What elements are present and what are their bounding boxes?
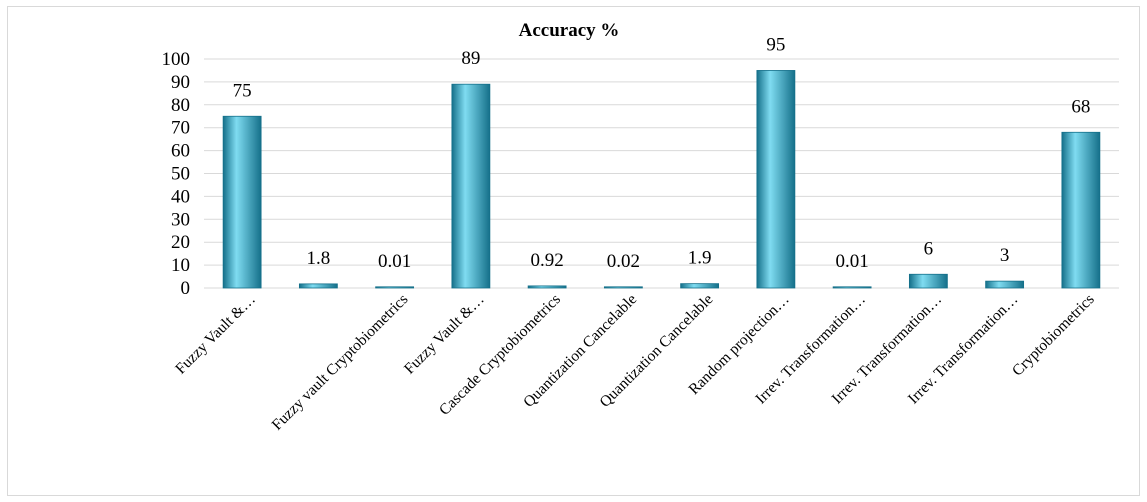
y-tick-label-20: 20 — [171, 232, 190, 253]
data-label-8: 95 — [766, 34, 785, 55]
bar-2 — [298, 283, 338, 289]
bar-4 — [451, 83, 491, 289]
bar-5 — [527, 285, 567, 289]
x-tick-label-12: Cryptobiometrics — [1009, 291, 1098, 380]
y-tick-label-50: 50 — [171, 164, 190, 185]
bar-9 — [832, 286, 872, 289]
bars — [222, 70, 1101, 289]
bar-12 — [1061, 131, 1101, 289]
y-tick-label-70: 70 — [171, 118, 190, 139]
data-label-10: 6 — [924, 238, 934, 259]
x-axis-tick-labels: Fuzzy Vault &… Fuzzy vault Cryptobiometri… — [172, 291, 1097, 434]
bar-7 — [680, 283, 720, 289]
bar-11 — [985, 280, 1025, 289]
data-label-3: 0.01 — [378, 251, 411, 272]
y-tick-label-90: 90 — [171, 72, 190, 93]
chart-title: Accuracy % — [519, 20, 620, 41]
chart-frame: 0 10 20 30 40 50 60 70 80 90 100 Fuzzy Vault &… Fuz… — [7, 6, 1140, 496]
bar-1 — [222, 115, 262, 289]
x-tick-label-3: Fuzzy vault Cryptobiometrics — [269, 291, 412, 434]
data-label-1: 75 — [233, 80, 252, 101]
bar-8 — [756, 70, 796, 289]
data-label-12: 68 — [1071, 96, 1090, 117]
data-label-6: 0.02 — [607, 251, 640, 272]
gridlines — [204, 58, 1119, 289]
data-label-5: 0.92 — [531, 250, 564, 271]
y-tick-label-100: 100 — [162, 49, 191, 70]
y-tick-label-80: 80 — [171, 95, 190, 116]
y-tick-label-10: 10 — [171, 255, 190, 276]
data-label-2: 1.8 — [307, 248, 331, 269]
data-label-7: 1.9 — [688, 248, 712, 269]
bar-3 — [375, 286, 415, 289]
bar-10 — [908, 273, 948, 289]
y-tick-label-0: 0 — [181, 278, 191, 299]
data-labels: 75 1.8 0.01 89 0.92 0.02 1.9 95 0.01 6 3 68 — [233, 34, 1091, 271]
x-tick-label-1: Fuzzy Vault &… — [172, 291, 259, 378]
y-tick-label-30: 30 — [171, 209, 190, 230]
y-tick-label-40: 40 — [171, 186, 190, 207]
y-tick-label-60: 60 — [171, 141, 190, 162]
bar-6 — [603, 286, 643, 289]
data-label-9: 0.01 — [836, 251, 869, 272]
x-tick-label-4: Fuzzy Vault &… — [401, 291, 488, 378]
data-label-4: 89 — [461, 48, 480, 69]
data-label-11: 3 — [1000, 245, 1010, 266]
